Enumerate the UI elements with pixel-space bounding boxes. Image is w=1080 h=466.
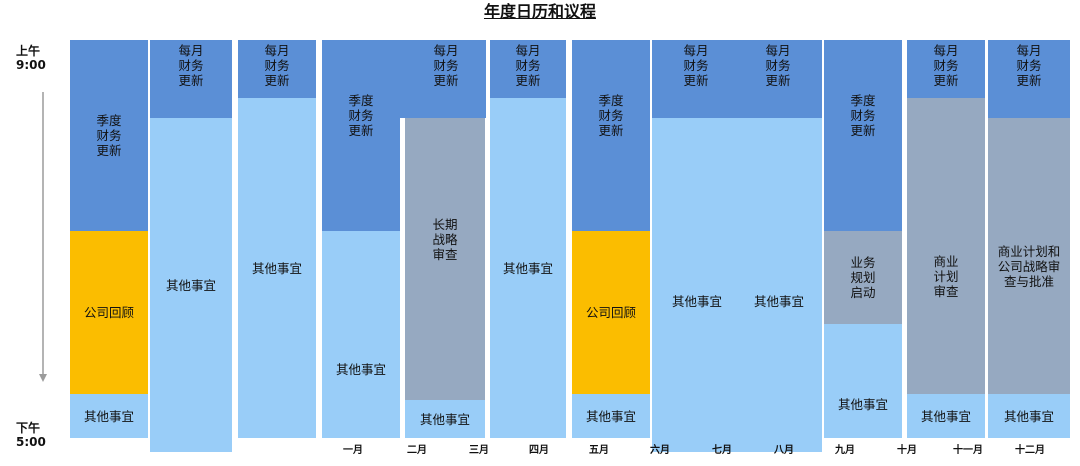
other-matters-block: 其他事宜 bbox=[824, 324, 902, 438]
other-matters-block: 其他事宜 bbox=[405, 400, 485, 438]
other-matters-block: 其他事宜 bbox=[322, 231, 400, 438]
start-time-period: 上午 bbox=[16, 44, 41, 58]
monthly-finance-update-block: 每月 财务 更新 bbox=[765, 43, 791, 88]
other-matters-block: 其他事宜 bbox=[671, 294, 722, 309]
month-label-mar: 三月 bbox=[469, 445, 489, 456]
month-label-aug: 八月 bbox=[774, 445, 794, 456]
other-matters-block: 其他事宜 bbox=[490, 98, 566, 438]
month-label-jul: 七月 bbox=[712, 445, 732, 456]
other-matters-block: 其他事宜 bbox=[907, 394, 985, 438]
monthly-finance-update-block: 每月 财务 更新 bbox=[683, 43, 709, 88]
time-arrow-icon bbox=[39, 92, 47, 382]
month-label-sep: 九月 bbox=[835, 445, 855, 456]
end-time-value: 5:00 bbox=[16, 435, 46, 449]
company-review-block: 公司回顾 bbox=[572, 231, 650, 394]
monthly-finance-update-block: 每月 财务 更新 bbox=[907, 40, 985, 98]
other-matters-block: 其他事宜 bbox=[572, 394, 650, 438]
month-label-oct: 十月 bbox=[897, 445, 917, 456]
monthly-finance-update-block: 每月 财务 更新 bbox=[490, 40, 566, 98]
monthly-finance-update-area: 每月 财务 更新 每月 财务 更新 bbox=[652, 40, 822, 118]
month-label-jan: 一月 bbox=[343, 445, 363, 456]
end-time-period: 下午 bbox=[16, 421, 41, 435]
monthly-finance-update-block: 每月 财务 更新 bbox=[400, 40, 486, 118]
other-matters-block: 其他事宜 bbox=[988, 394, 1070, 438]
quarterly-finance-update-block: 季度 财务 更新 bbox=[70, 40, 148, 231]
business-planning-kickoff-block: 业务 规划 启动 bbox=[824, 231, 902, 324]
company-review-block: 公司回顾 bbox=[70, 231, 148, 394]
other-matters-block: 其他事宜 bbox=[753, 294, 804, 309]
other-matters-block: 其他事宜 bbox=[150, 118, 232, 452]
business-plan-review-block: 商业 计划 审查 bbox=[907, 98, 985, 394]
month-label-apr: 四月 bbox=[529, 445, 549, 456]
month-label-jun: 六月 bbox=[650, 445, 670, 456]
other-matters-area: 其他事宜 其他事宜 bbox=[652, 118, 822, 452]
quarterly-finance-update-block: 季度 财务 更新 bbox=[824, 40, 902, 231]
month-label-may: 五月 bbox=[589, 445, 609, 456]
page-title: 年度日历和议程 bbox=[483, 2, 596, 21]
quarterly-finance-update-block: 季度 财务 更新 bbox=[572, 40, 650, 231]
month-label-nov: 十一月 bbox=[953, 445, 983, 456]
monthly-finance-update-block: 每月 财务 更新 bbox=[238, 40, 316, 98]
long-term-strategy-review-block: 长期 战略 审查 bbox=[405, 118, 485, 400]
start-time-label: 上午 9:00 bbox=[16, 44, 46, 72]
end-time-label: 下午 5:00 bbox=[16, 421, 46, 449]
start-time-value: 9:00 bbox=[16, 58, 46, 72]
plan-and-strategy-approval-block: 商业计划和 公司战略审 查与批准 bbox=[988, 118, 1070, 394]
quarterly-finance-update-block: 季度 财务 更新 bbox=[322, 40, 400, 231]
other-matters-block: 其他事宜 bbox=[70, 394, 148, 438]
monthly-finance-update-block: 每月 财务 更新 bbox=[988, 40, 1070, 118]
month-label-feb: 二月 bbox=[407, 445, 427, 456]
other-matters-block: 其他事宜 bbox=[238, 98, 316, 438]
monthly-finance-update-block: 每月 财务 更新 bbox=[150, 40, 232, 118]
month-label-dec: 十二月 bbox=[1015, 445, 1045, 456]
